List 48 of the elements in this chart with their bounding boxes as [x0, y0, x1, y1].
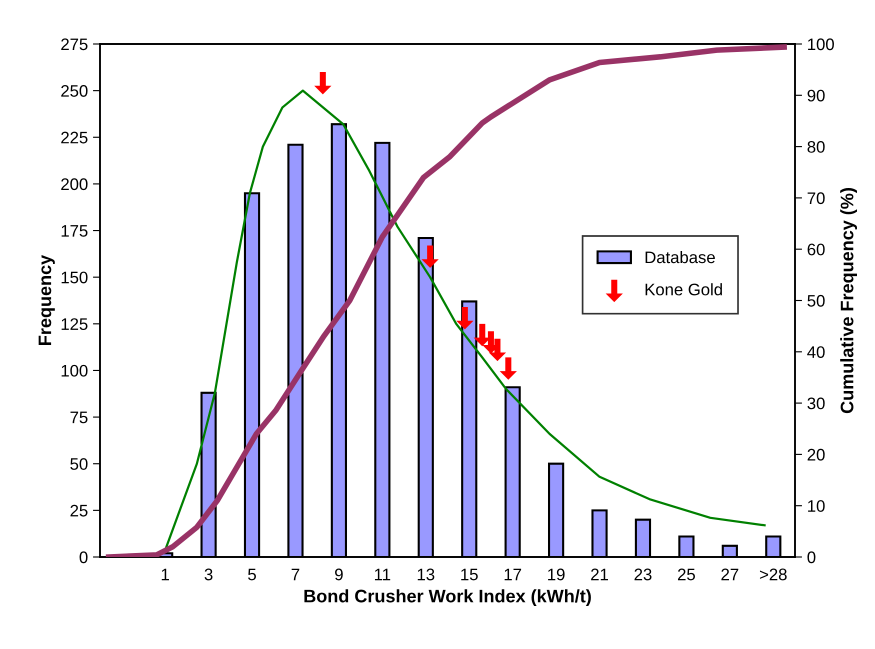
- point: [500, 357, 517, 380]
- y-tick-label: 100: [62, 364, 88, 377]
- x-tick-label: 27: [721, 568, 738, 580]
- y2-tick-label: 70: [808, 192, 825, 204]
- x-tick-label: 19: [548, 568, 565, 580]
- y2-tick-label: 50: [807, 294, 825, 307]
- y2-tick-label: 0: [807, 551, 816, 564]
- x-axis-title: Bond Crusher Work Index (kWh/t): [304, 589, 591, 606]
- legend-label: Kone Gold: [646, 283, 722, 296]
- x-tick-label: 17: [504, 568, 522, 580]
- x-tick-label: 1: [162, 568, 169, 580]
- y-tick-label: 125: [62, 318, 88, 330]
- y2-tick-label: 40: [807, 346, 825, 358]
- x-tick-label: 5: [248, 568, 256, 580]
- y2-tick-label: 100: [808, 38, 834, 50]
- y2-tick-label: 30: [807, 398, 825, 410]
- x-tick-label: 25: [678, 568, 695, 580]
- x-tick-label: 23: [634, 568, 652, 580]
- y-tick-label: 75: [70, 412, 88, 424]
- x-tick-label: >28: [760, 568, 787, 580]
- y-tick-label: 275: [61, 38, 88, 50]
- y2-axis-title: Cumulative Frequency (%): [840, 188, 857, 414]
- y-tick-label: 200: [61, 178, 88, 190]
- legend-label: Database: [646, 250, 715, 264]
- x-tick-label: 9: [335, 568, 343, 580]
- y-tick-label: 25: [70, 504, 88, 517]
- y2-tick-label: 60: [808, 244, 825, 256]
- y-tick-label: 0: [80, 551, 88, 564]
- y2-tick-label: 80: [808, 141, 825, 153]
- x-tick-label: 13: [418, 568, 434, 580]
- x-tick-label: 15: [461, 568, 478, 580]
- y-tick-label: 150: [62, 272, 88, 284]
- x-tick-label: 11: [374, 568, 390, 580]
- y-tick-label: 250: [61, 85, 88, 97]
- y-axis-title: Frequency: [38, 254, 55, 345]
- point: [488, 338, 506, 362]
- point: [456, 307, 474, 330]
- y-tick-label: 50: [70, 458, 88, 470]
- y-tick-label: 175: [62, 225, 88, 237]
- x-tick-label: 21: [591, 568, 608, 580]
- y2-tick-label: 20: [808, 448, 825, 461]
- x-tick-label: 3: [204, 568, 212, 580]
- point: [314, 72, 332, 94]
- y2-tick-label: 90: [808, 90, 825, 102]
- y-tick-label: 225: [61, 132, 88, 144]
- point: [422, 245, 439, 268]
- x-tick-label: 7: [292, 568, 300, 580]
- y2-tick-label: 10: [808, 500, 825, 512]
